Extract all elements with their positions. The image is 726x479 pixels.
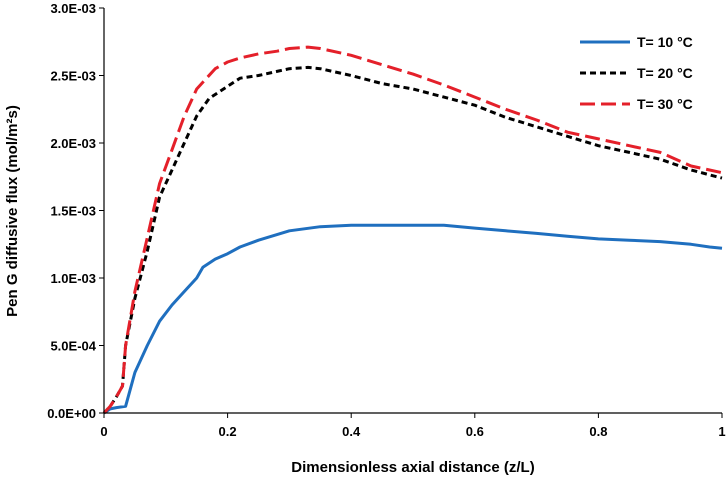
y-tick-label: 1.5E-03: [50, 204, 96, 219]
y-axis-title: Pen G diffusive flux (mol/m²s): [4, 105, 21, 317]
series-layer: [102, 45, 723, 415]
x-tick-label: 1: [718, 424, 725, 439]
legend: T= 10 °C T= 20 °C T= 30 °C: [580, 34, 693, 112]
x-axis-title: Dimensionless axial distance (z/L): [291, 459, 534, 476]
y-tick-label: 0.0E+00: [47, 406, 96, 421]
y-tick-label: 2.5E-03: [50, 69, 96, 84]
y-tick-label: 1.0E-03: [50, 271, 96, 286]
y-tick-label: 5.0E-04: [50, 339, 96, 354]
x-tick-label: 0: [100, 424, 107, 439]
y-tick-label: 3.0E-03: [50, 1, 96, 16]
series-line-1: [103, 223, 723, 415]
legend-label-1: T= 10 °C: [637, 34, 693, 50]
x-axis: 0 0.2 0.4 0.6 0.8 1: [100, 412, 726, 439]
legend-label-3: T= 30 °C: [637, 96, 693, 112]
y-tick-label: 2.0E-03: [50, 136, 96, 151]
x-tick-label: 0.8: [589, 424, 607, 439]
legend-label-2: T= 20 °C: [637, 65, 693, 81]
y-axis: 0.0E+00 5.0E-04 1.0E-03 1.5E-03 2.0E-03 2.5E-…: [47, 1, 105, 421]
x-tick-label: 0.2: [219, 424, 237, 439]
x-tick-label: 0.6: [466, 424, 484, 439]
series-line-3: [102, 45, 723, 415]
x-tick-label: 0.4: [342, 424, 361, 439]
